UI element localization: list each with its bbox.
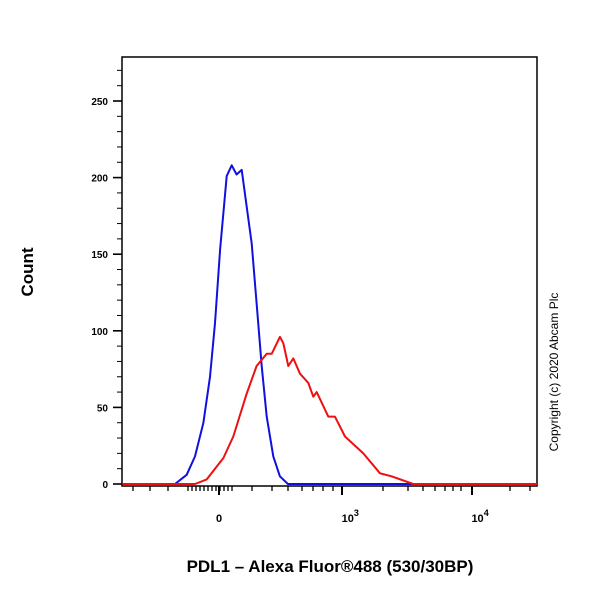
x-tick-label: 104	[471, 508, 488, 525]
y-axis-title: Count	[18, 247, 37, 296]
series-line-pdl1	[122, 335, 537, 485]
copyright-annotation: Copyright (c) 2020 Abcam Plc	[547, 293, 561, 452]
series-line-isotype-control	[122, 164, 537, 485]
x-tick-base: 0	[216, 513, 222, 525]
x-tick-exponent: 4	[484, 508, 489, 518]
x-axis-title: PDL1 – Alexa Fluor®488 (530/30BP)	[187, 557, 474, 576]
y-tick-label: 0	[102, 480, 108, 491]
x-axis: 0 103 104	[132, 486, 531, 525]
y-tick-label: 100	[91, 327, 108, 338]
y-axis: 0 50 100 150 200 250	[91, 69, 122, 491]
y-tick-label: 200	[91, 174, 108, 185]
x-tick-label: 0	[216, 513, 222, 525]
plot-frame	[121, 56, 538, 487]
x-tick-exponent: 3	[354, 508, 359, 518]
series-group	[122, 164, 537, 485]
x-tick-base: 10	[342, 513, 354, 525]
x-tick-label: 103	[342, 508, 359, 525]
x-tick-base: 10	[471, 513, 483, 525]
y-tick-label: 50	[97, 403, 109, 414]
y-tick-label: 250	[91, 97, 108, 108]
y-tick-label: 150	[91, 250, 108, 261]
